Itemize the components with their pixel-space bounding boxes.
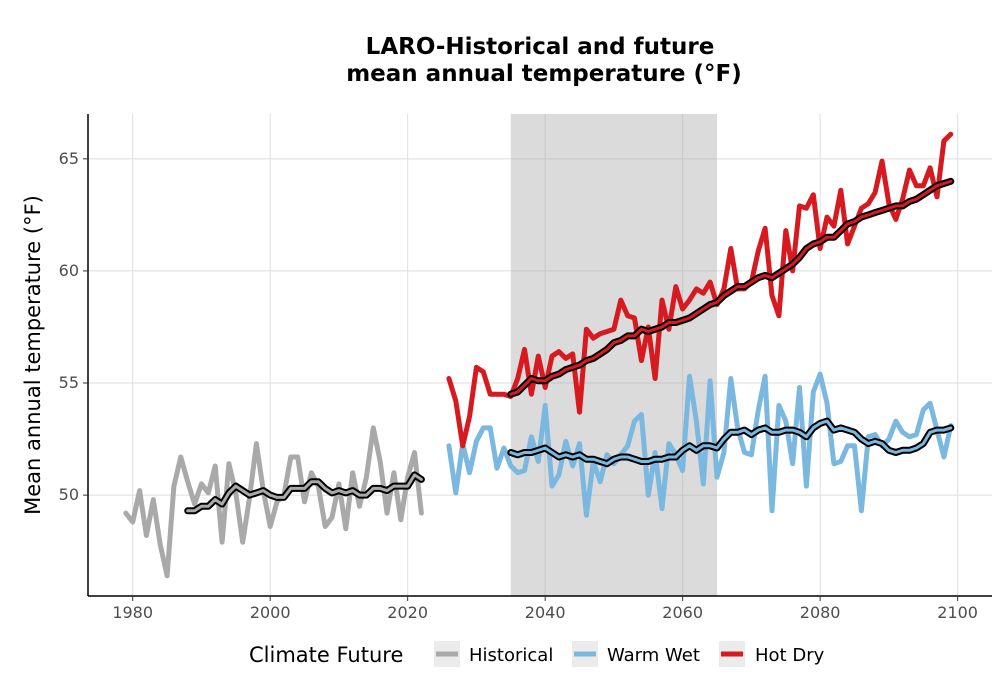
x-tick-label: 1980 [112,603,153,622]
data-series [123,131,955,579]
chart-title-line-1: LARO-Historical and future [366,34,715,60]
y-axis-title: Mean annual temperature (°F) [21,195,45,515]
axes: 50 55 60 65 1980 2000 2020 2040 2060 2080 2100 [59,114,992,622]
x-tick-label: 2000 [250,603,291,622]
reference-period-rect [510,114,718,596]
legend: Climate Future Historical Warm Wet Hot D… [249,641,825,667]
y-tick-label: 60 [59,261,79,280]
y-tick-label: 50 [59,485,79,504]
series-line-warm-wet [446,371,954,518]
reference-period-band [510,114,718,596]
series-line-historical-10-yr-mean [186,473,423,513]
x-tick-label: 2040 [525,603,566,622]
x-tick-label: 2060 [662,603,703,622]
x-tick-label: 2020 [387,603,428,622]
legend-item-historical: Historical [434,641,553,667]
series-line-hot-dry-10-yr-mean [509,179,953,396]
y-tick-label: 55 [59,373,79,392]
series-line-historical [123,425,424,579]
series-line-warm-wet-10-yr-mean [509,419,953,466]
x-tick-label: 2080 [800,603,841,622]
legend-label-warm-wet: Warm Wet [607,645,700,666]
series-line-hot-dry [446,131,954,449]
chart-title-line-2: mean annual temperature (°F) [346,61,742,87]
legend-label-historical: Historical [469,645,553,666]
x-tick-label: 2100 [937,603,978,622]
legend-item-hot-dry: Hot Dry [719,641,825,667]
y-tick-label: 65 [59,149,79,168]
legend-label-hot-dry: Hot Dry [755,645,825,666]
legend-title: Climate Future [249,643,403,667]
legend-item-warm-wet: Warm Wet [572,641,700,667]
